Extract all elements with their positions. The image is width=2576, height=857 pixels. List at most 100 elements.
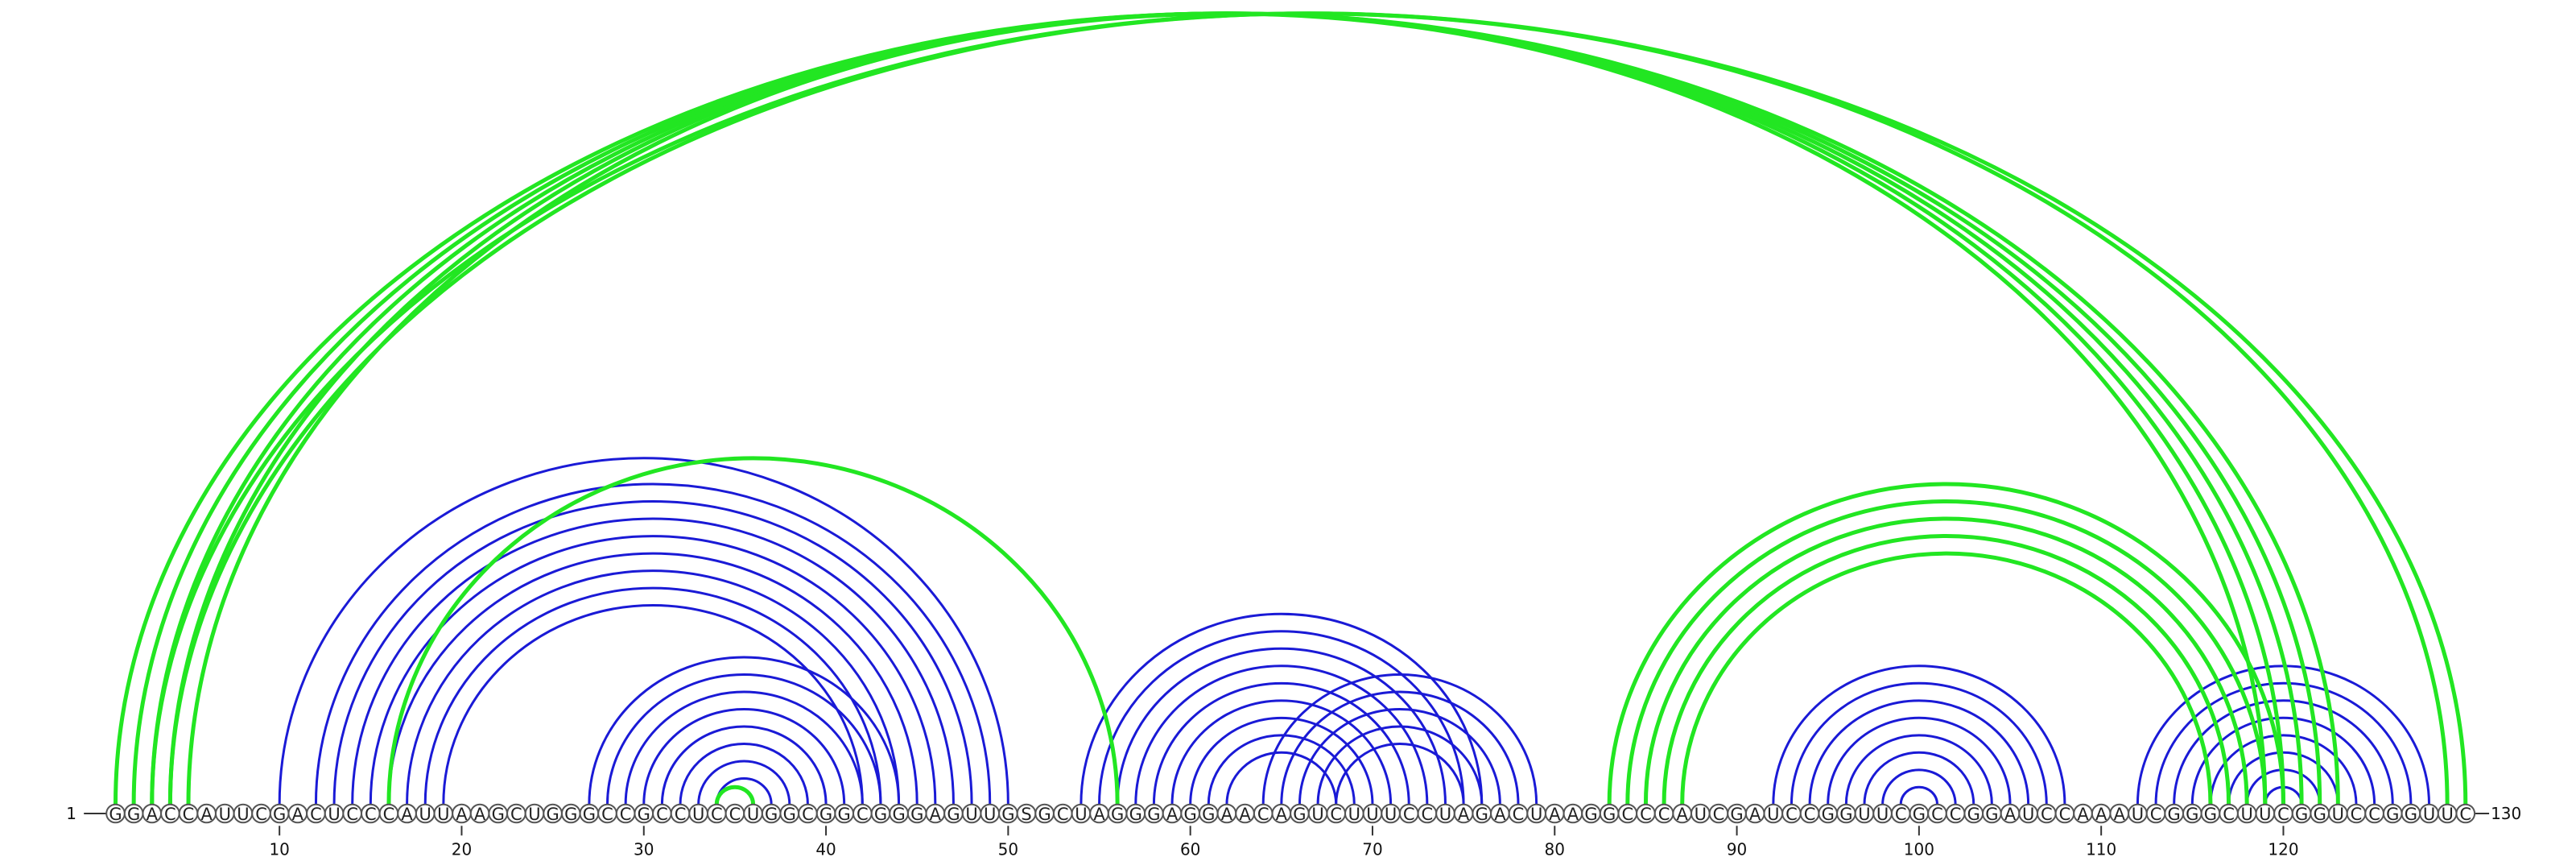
- blue-arc-18: [1098, 630, 1465, 805]
- nucleotide-8: U: [233, 803, 254, 824]
- nucleotide-58: G: [1144, 803, 1164, 824]
- nucleotide-90: G: [1727, 803, 1747, 824]
- nucleotide-letter: U: [328, 805, 340, 824]
- nucleotide-55: A: [1089, 803, 1109, 824]
- nucleotide-letter: C: [2351, 805, 2363, 824]
- tick-label: 110: [2086, 839, 2116, 857]
- nucleotide-letter: C: [383, 805, 395, 824]
- blue-arc-38: [1899, 785, 1938, 805]
- nucleotide-letter: A: [1567, 805, 1579, 824]
- nucleotide-letter: U: [1348, 805, 1360, 824]
- blue-arc-20: [1134, 664, 1429, 805]
- green-arc-2: [150, 11, 2304, 805]
- nucleotide-79: U: [1526, 803, 1546, 824]
- nucleotide-letter: A: [1221, 805, 1233, 824]
- nucleotide-letter: U: [2332, 805, 2344, 824]
- nucleotide-letter: A: [292, 805, 304, 824]
- blue-arc-43: [2209, 734, 2358, 805]
- nucleotide-80: A: [1544, 803, 1565, 824]
- nucleotide-letter: U: [2241, 805, 2253, 824]
- green-arc-13: [1680, 551, 2213, 805]
- nucleotide-127: G: [2401, 803, 2421, 824]
- nucleotide-letter: C: [365, 805, 377, 824]
- nucleotide-85: C: [1636, 803, 1656, 824]
- green-arc-7: [386, 456, 1120, 805]
- nucleotide-66: G: [1290, 803, 1310, 824]
- nucleotide-64: C: [1253, 803, 1274, 824]
- nucleotide-6: A: [196, 803, 217, 824]
- nucleotide-45: G: [906, 803, 927, 824]
- nucleotide-36: U: [743, 803, 763, 824]
- nucleotide-letter: G: [1129, 805, 1142, 824]
- nucleotide-60: G: [1180, 803, 1200, 824]
- nucleotide-93: C: [1781, 803, 1802, 824]
- backbone-layer: 1 130: [66, 804, 2521, 823]
- tick-label: 90: [1727, 839, 1747, 857]
- nucleotide-77: A: [1490, 803, 1510, 824]
- nucleotide-letter: U: [2132, 805, 2144, 824]
- nucleotide-31: C: [652, 803, 672, 824]
- nucleotide-46: A: [925, 803, 946, 824]
- nucleotide-44: G: [889, 803, 909, 824]
- nucleotide-letter: U: [1530, 805, 1542, 824]
- nucleotide-letter: C: [2459, 805, 2471, 824]
- nucleotide-106: U: [2018, 803, 2038, 824]
- nucleotide-letter: G: [492, 805, 505, 824]
- nucleotide-letter: U: [1695, 805, 1707, 824]
- nucleotide-103: G: [1963, 803, 1984, 824]
- blue-arc-12: [642, 708, 846, 805]
- nucleotide-97: U: [1854, 803, 1875, 824]
- blue-arc-42: [2190, 716, 2376, 805]
- nucleotide-letter: C: [2368, 805, 2380, 824]
- nucleotide-letter: A: [2077, 805, 2089, 824]
- nucleotide-40: G: [815, 803, 836, 824]
- nucleotide-letter: U: [1385, 805, 1397, 824]
- nucleotide-letter: U: [419, 805, 431, 824]
- nucleotide-17: A: [397, 803, 417, 824]
- nucleotide-letter: G: [1184, 805, 1197, 824]
- nucleotide-letter: C: [510, 805, 522, 824]
- nucleotide-94: C: [1799, 803, 1820, 824]
- nucleotide-14: C: [342, 803, 362, 824]
- nucleotide-122: G: [2310, 803, 2330, 824]
- nucleotide-108: C: [2054, 803, 2075, 824]
- green-arc-8: [714, 785, 756, 805]
- nucleotide-letter: U: [1311, 805, 1323, 824]
- blue-arc-7: [423, 586, 882, 805]
- nucleotide-letter: G: [127, 805, 140, 824]
- nucleotide-letter: G: [1985, 805, 1998, 824]
- nucleotide-42: C: [852, 803, 873, 824]
- nucleotide-48: U: [961, 803, 982, 824]
- nucleotide-letter: C: [346, 805, 358, 824]
- tick-label: 80: [1545, 839, 1565, 857]
- nucleotide-letter: C: [2150, 805, 2162, 824]
- nucleotide-9: C: [251, 803, 271, 824]
- nucleotide-letter: U: [237, 805, 249, 824]
- blue-arc-37: [1881, 768, 1957, 805]
- nucleotide-27: G: [579, 803, 600, 824]
- nucleotide-letter: A: [1494, 805, 1506, 824]
- nucleotide-letter: G: [1603, 805, 1616, 824]
- nucleotide-107: C: [2036, 803, 2057, 824]
- nucleotide-letter: C: [802, 805, 814, 824]
- nucleotide-99: C: [1890, 803, 1911, 824]
- nucleotide-letter: C: [656, 805, 668, 824]
- nucleotide-letter: G: [1584, 805, 1597, 824]
- nucleotide-116: G: [2200, 803, 2221, 824]
- nucleotide-letter: C: [601, 805, 613, 824]
- blue-arc-26: [1261, 673, 1538, 805]
- nucleotide-104: G: [1982, 803, 2002, 824]
- nucleotide-100: G: [1909, 803, 1930, 824]
- nucleotide-16: C: [378, 803, 399, 824]
- nucleotide-87: A: [1672, 803, 1692, 824]
- nucleotide-letter: G: [2186, 805, 2198, 824]
- nucleotide-letter: A: [1549, 805, 1561, 824]
- nucleotide-91: A: [1744, 803, 1765, 824]
- nucleotide-25: G: [543, 803, 563, 824]
- nucleotide-letter: G: [819, 805, 832, 824]
- nucleotide-21: A: [469, 803, 490, 824]
- nucleotide-letter: G: [1913, 805, 1926, 824]
- nucleotide-74: U: [1435, 803, 1455, 824]
- nucleotide-letter: C: [1658, 805, 1670, 824]
- blue-arc-4: [369, 535, 937, 805]
